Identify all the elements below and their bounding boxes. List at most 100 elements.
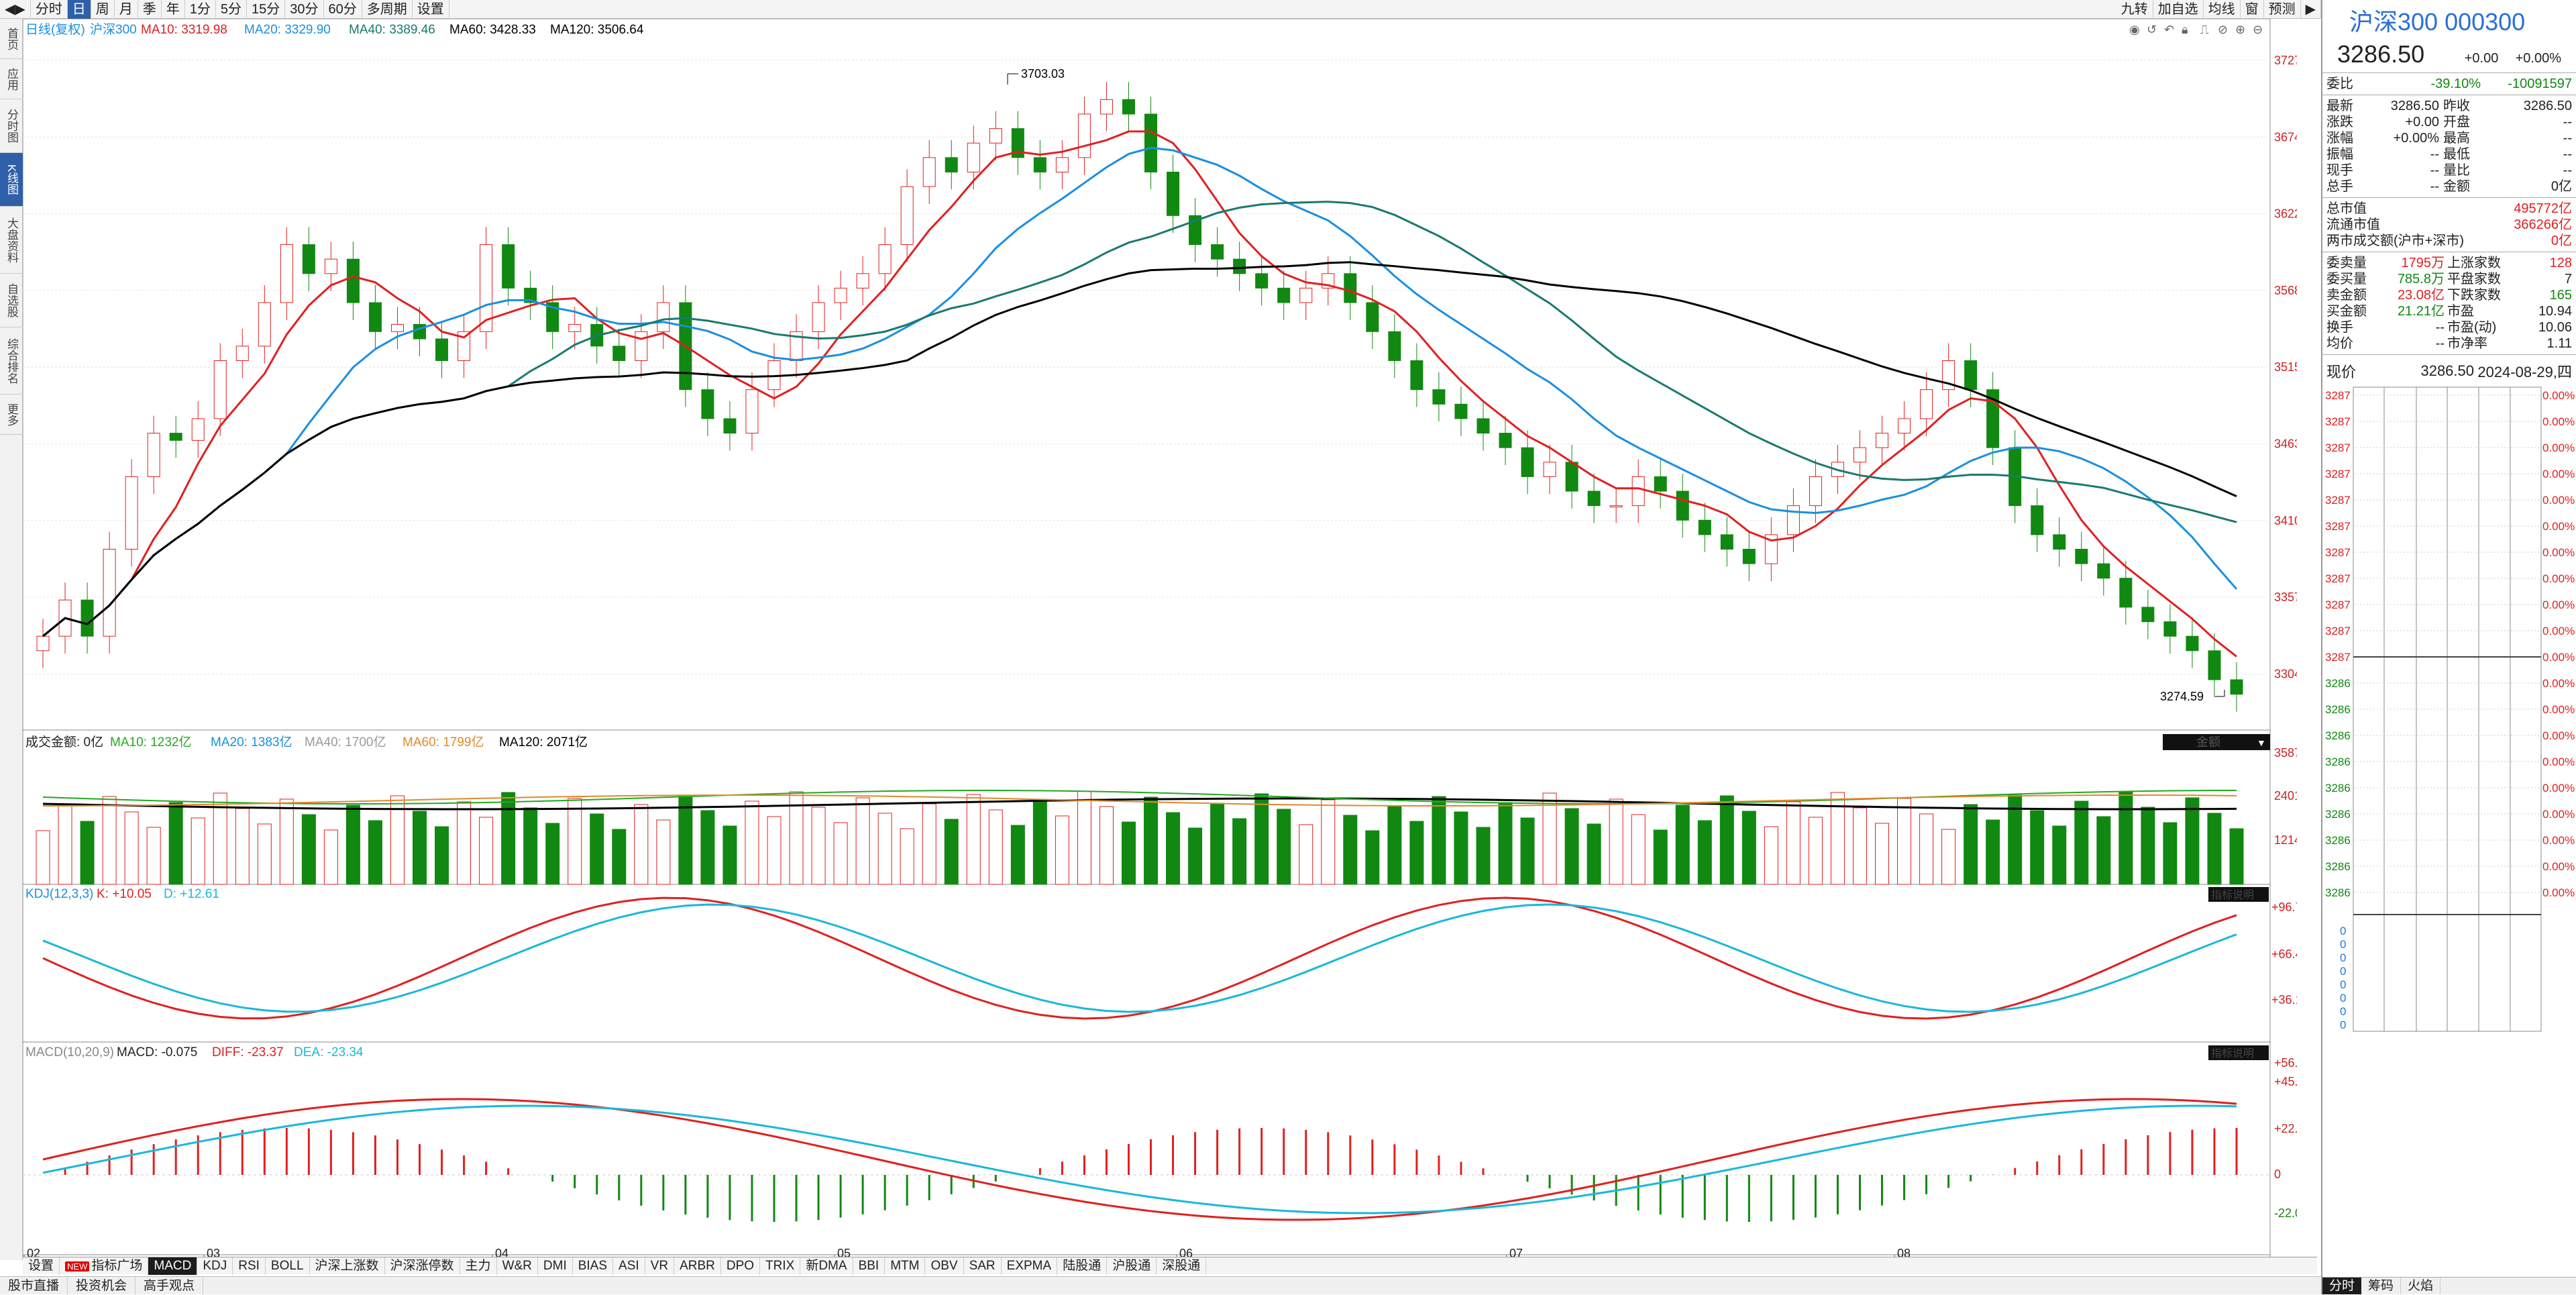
rewind-icon[interactable]: ↺ [2147, 23, 2157, 36]
panel-tab-flame[interactable]: 火焰 [2401, 1278, 2441, 1294]
left-tab-more[interactable]: 更多 [0, 395, 23, 435]
cut-icon[interactable]: ⎍ [2200, 23, 2209, 36]
price-axis-label: 3674 [2274, 130, 2297, 144]
left-tab-timeshare[interactable]: 分时图 [0, 99, 23, 153]
period-tab[interactable]: 15分 [247, 0, 286, 19]
candle [235, 346, 249, 361]
settings-tab[interactable]: 设置 [413, 0, 449, 19]
indicator-tab[interactable]: BIAS [573, 1257, 614, 1275]
indicator-tab[interactable]: 深股通 [1157, 1257, 1207, 1275]
period-tab[interactable]: 60分 [324, 0, 362, 19]
volume-bar [700, 810, 715, 885]
period-tab-active[interactable]: 日 [67, 0, 91, 19]
jiuzhuan-button[interactable]: 九转 [2116, 0, 2153, 19]
indicator-tab[interactable]: OBV [925, 1257, 964, 1275]
lock-icon[interactable]: 🔒︎ [2182, 23, 2188, 36]
forecast-button[interactable]: 预测 [2264, 0, 2301, 19]
window-button[interactable]: 窗 [2241, 0, 2264, 19]
indicator-tab[interactable]: KDJ [197, 1257, 233, 1275]
candle [435, 338, 449, 361]
dea-line [42, 1104, 2237, 1214]
period-tab[interactable]: 月 [115, 0, 138, 19]
collapse-arrow-icon[interactable]: ▶ [2301, 0, 2321, 19]
indicator-tab[interactable]: BOLL [266, 1257, 310, 1275]
indicator-settings-tab[interactable]: 设置 [23, 1257, 60, 1275]
mini-price-label: 3287 [2325, 599, 2351, 611]
eye-icon[interactable]: ◉ [2129, 23, 2140, 36]
prev-arrow-icon[interactable]: ◀▶ [0, 0, 31, 19]
indicator-tab[interactable]: TRIX [760, 1257, 801, 1275]
indicator-tab[interactable]: VR [645, 1257, 675, 1275]
volume-bar [58, 805, 72, 885]
macd-info-button[interactable] [2208, 1045, 2269, 1060]
zoom-in-icon[interactable]: ⊕ [2235, 23, 2245, 36]
low-annotation: 3274.59 [2160, 690, 2225, 703]
candle [1920, 389, 1933, 419]
ma-button[interactable]: 均线 [2204, 0, 2241, 19]
indicator-tab[interactable]: 主力 [460, 1257, 497, 1275]
left-nav-strip: 首页 应用 分时图 K线图 大盘资料 自选股 综合排名 更多 [0, 19, 23, 1260]
candle [546, 302, 559, 332]
left-tab-ranking[interactable]: 综合排名 [0, 327, 23, 395]
stat-value: 1.11 [2546, 336, 2572, 351]
period-tab[interactable]: 分时 [31, 0, 68, 19]
amount-dropdown[interactable] [2163, 734, 2270, 750]
add-watchlist-button[interactable]: 加自选 [2153, 0, 2204, 19]
mv-row: 总市值 495772亿 [2322, 201, 2576, 217]
indicator-tab-macd[interactable]: MACD [148, 1257, 198, 1275]
indicator-square-tab[interactable]: NEW 指标广场 [60, 1257, 149, 1275]
period-tab[interactable]: 周 [91, 0, 115, 19]
indicator-tab[interactable]: BBI [853, 1257, 885, 1275]
period-tab[interactable]: 季 [138, 0, 162, 19]
indicator-tab[interactable]: DPO [721, 1257, 761, 1275]
delete-icon[interactable]: ⊘ [2218, 23, 2228, 36]
now-price: 3286.50 [2420, 362, 2474, 379]
volume-bar [722, 825, 737, 885]
stat-key: 均价 [2326, 336, 2353, 351]
indicator-tab[interactable]: ARBR [674, 1257, 721, 1275]
live-link[interactable]: 股市直播 [0, 1276, 68, 1295]
indicator-tab[interactable]: SAR [964, 1257, 1002, 1275]
legend-label: 日线(复权) [25, 22, 85, 37]
mini-timeshare-chart[interactable]: 3287 0.00% 3287 0.00% 3287 0.00% 3287 0.00% 3287… [2322, 384, 2575, 1069]
kdj-info-label: 指标说明 [2211, 889, 2254, 901]
left-tab-watchlist[interactable]: 自选股 [0, 274, 23, 327]
mini-price-label: 3286 [2325, 886, 2351, 899]
multi-period-tab[interactable]: 多周期 [362, 0, 413, 19]
indicator-tab[interactable]: 新DMA [800, 1257, 853, 1275]
opportunity-link[interactable]: 投资机会 [68, 1276, 136, 1295]
expert-view-link[interactable]: 高手观点 [136, 1276, 204, 1295]
legend-ma40: MA40: 3389.46 [349, 23, 435, 37]
zoom-out-icon[interactable]: ⊖ [2253, 23, 2263, 36]
candle [1122, 99, 1135, 115]
kdj-axis-label: +96.78 [2271, 900, 2297, 914]
undo-icon[interactable]: ↶ [2164, 23, 2174, 36]
period-tab[interactable]: 5分 [216, 0, 248, 19]
indicator-tab[interactable]: RSI [233, 1257, 266, 1275]
period-tab[interactable]: 30分 [285, 0, 324, 19]
indicator-tab[interactable]: 陆股通 [1057, 1257, 1108, 1275]
panel-tab-timeshare[interactable]: 分时 [2322, 1278, 2362, 1294]
indicator-tab[interactable]: DMI [538, 1257, 573, 1275]
indicator-tab[interactable]: 沪股通 [1107, 1257, 1157, 1275]
kdj-info-button[interactable] [2208, 887, 2269, 902]
indicator-tab[interactable]: W&R [497, 1257, 538, 1275]
left-tab-home[interactable]: 首页 [0, 19, 23, 59]
indicator-tab[interactable]: 沪深涨停数 [385, 1257, 460, 1275]
indicator-tab[interactable]: MTM [885, 1257, 926, 1275]
stat-key: 委买量 [2326, 272, 2367, 287]
candle [1631, 476, 1645, 507]
quote-value: -- [2563, 131, 2572, 146]
left-tab-market-info[interactable]: 大盘资料 [0, 207, 23, 274]
quote-key: 量比 [2443, 163, 2470, 178]
period-tab[interactable]: 1分 [185, 0, 216, 19]
panel-tab-chips[interactable]: 筹码 [2361, 1278, 2402, 1294]
indicator-tab[interactable]: 沪深上涨数 [310, 1257, 385, 1275]
indicator-tab[interactable]: ASI [613, 1257, 645, 1275]
left-tab-kline[interactable]: K线图 [0, 153, 23, 207]
period-tab[interactable]: 年 [162, 0, 185, 19]
indicator-tab[interactable]: EXPMA [1002, 1257, 1058, 1275]
left-tab-apps[interactable]: 应用 [0, 59, 23, 99]
